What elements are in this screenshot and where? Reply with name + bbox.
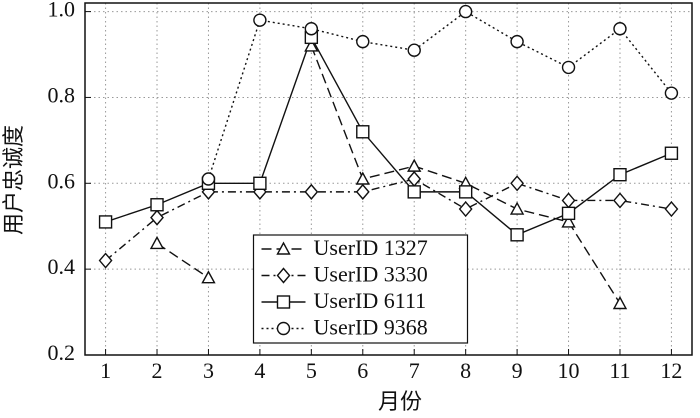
x-tick-label: 4 [254,358,265,383]
point [458,185,473,199]
x-tick-label: 1 [100,358,111,383]
legend-marker [276,241,291,255]
point [201,270,216,284]
point [407,170,422,188]
point [355,171,370,185]
point [150,198,164,212]
point [561,214,576,228]
legend-marker [276,321,291,336]
point [253,13,267,27]
x-tick-label: 10 [558,358,580,383]
legend-label: UserID 3330 [314,262,428,287]
x-tick-label: 12 [660,358,682,383]
point [664,200,679,218]
series-line [105,178,672,262]
point [201,172,216,186]
x-tick-label: 9 [512,358,523,383]
point [664,146,679,160]
point [407,185,421,199]
point [304,38,319,52]
legend-label: UserID 9368 [314,315,428,340]
y-tick-label: 0.4 [48,254,76,279]
point [356,125,370,139]
point [612,296,628,310]
point [356,34,370,49]
x-tick-label: 8 [460,358,471,383]
point [613,168,627,182]
point [253,176,267,190]
legend-marker [276,267,291,284]
x-axis-label: 月份 [378,389,422,414]
point [458,200,473,218]
legend-label: UserID 6111 [314,288,427,313]
x-tick-label: 3 [203,358,214,383]
point [510,228,524,242]
legend-marker [276,295,291,309]
x-tick-label: 2 [152,358,163,383]
point [98,215,113,229]
point [150,209,164,226]
y-tick-label: 1.0 [48,0,76,22]
point [407,158,422,172]
point [561,206,576,221]
x-tick-label: 7 [409,358,420,383]
point [613,22,627,36]
point [304,183,319,200]
point [510,175,525,192]
point [98,252,113,269]
y-tick-label: 0.2 [48,340,76,365]
plot-frame [84,2,693,356]
point [355,183,370,200]
point [149,235,165,250]
point [510,34,524,49]
series-line [105,35,672,236]
point [664,86,679,100]
point [509,201,525,215]
point [561,60,576,75]
point [458,4,473,19]
legend-label: UserID 1327 [314,235,428,260]
point [613,192,627,209]
y-tick-label: 0.6 [48,168,76,193]
point [304,22,319,36]
x-tick-label: 6 [357,358,368,383]
x-tick-label: 11 [609,358,630,383]
series-line [207,10,672,180]
point [407,43,421,57]
y-tick-label: 0.8 [48,82,76,107]
y-axis-label: 用户忠诚度 [1,125,26,235]
x-tick-label: 5 [306,358,317,383]
point [561,192,576,209]
